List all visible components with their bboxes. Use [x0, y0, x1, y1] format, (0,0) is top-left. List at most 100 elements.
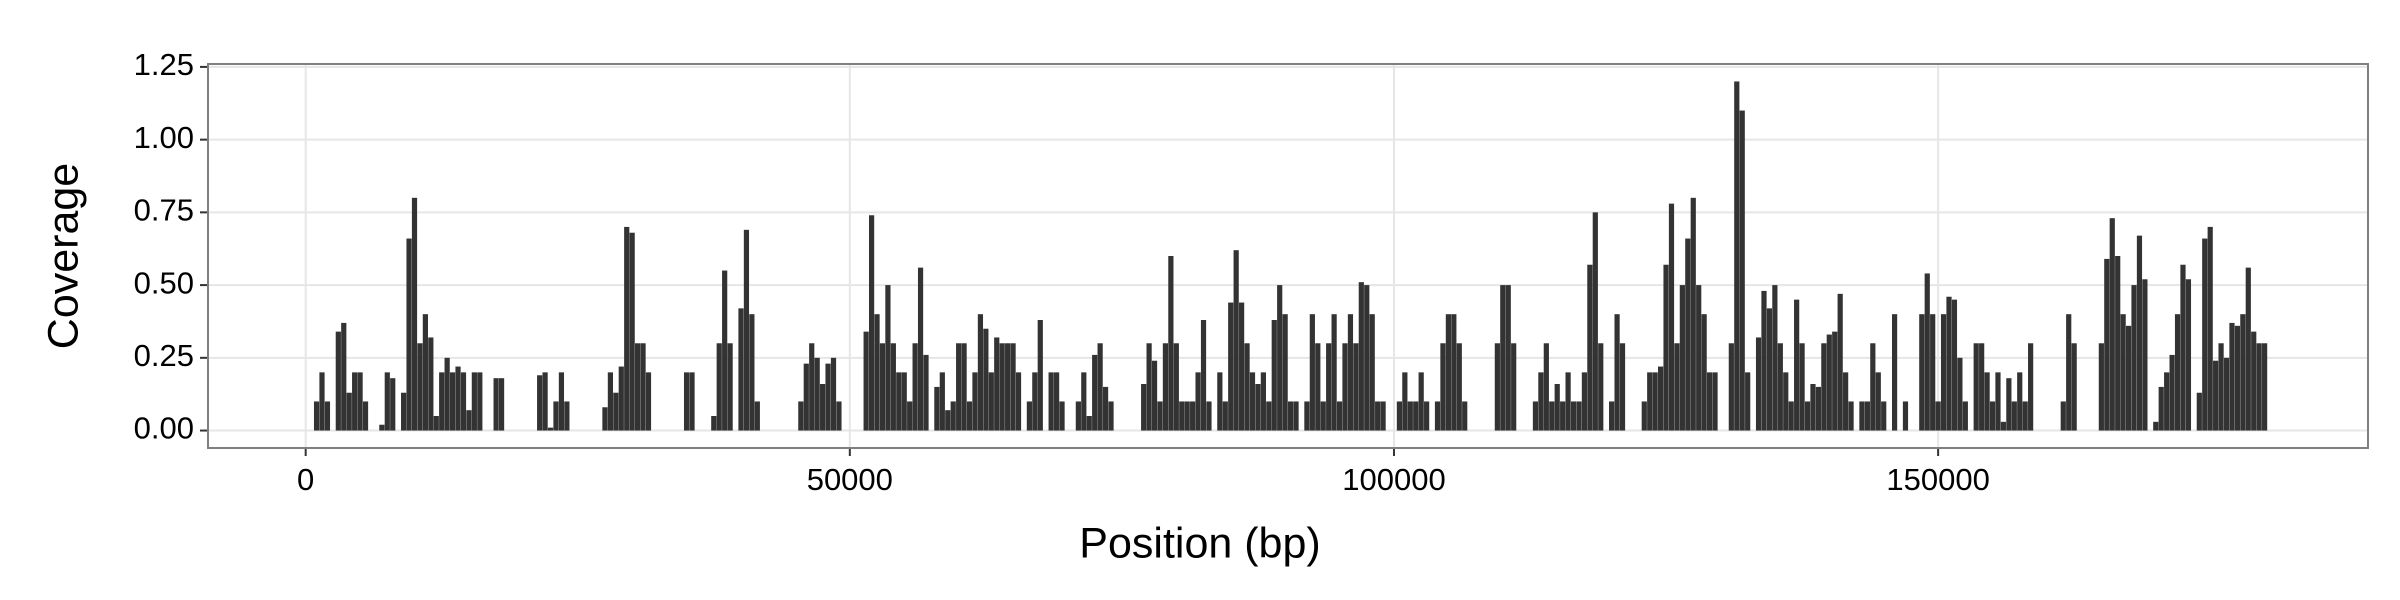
bar: [1179, 401, 1185, 431]
bar: [1940, 314, 1947, 431]
bar: [1843, 372, 1849, 431]
bar: [624, 226, 630, 431]
bar: [1413, 401, 1419, 431]
bar: [428, 337, 434, 431]
bar: [2028, 343, 2034, 431]
bar: [1815, 386, 1822, 431]
y-tick-label: 0.75: [134, 193, 194, 228]
bar: [498, 378, 505, 431]
bar: [1935, 401, 1941, 431]
bar: [1304, 401, 1310, 431]
bar: [1336, 401, 1343, 431]
bar: [1418, 372, 1424, 431]
bar: [1075, 401, 1081, 431]
x-tick-label: 150000: [1886, 462, 1989, 497]
plot-panel: [208, 64, 2368, 448]
bar: [1347, 314, 1354, 431]
bar: [2213, 360, 2219, 431]
bar: [683, 372, 690, 431]
bar: [477, 372, 483, 431]
bar: [1402, 372, 1408, 431]
bar: [727, 343, 733, 431]
y-tick-label: 0.25: [134, 338, 194, 373]
bar: [1195, 372, 1201, 431]
bar: [1652, 372, 1658, 431]
bar: [2125, 325, 2132, 431]
bar: [444, 357, 450, 431]
bar: [537, 375, 543, 431]
y-tick-label: 0.50: [134, 265, 194, 300]
bar: [1271, 320, 1277, 431]
x-tick-label: 100000: [1342, 462, 1445, 497]
bar: [335, 331, 341, 431]
bar: [803, 363, 809, 431]
bar: [868, 215, 875, 431]
bar: [1581, 372, 1588, 431]
bar: [1239, 302, 1245, 431]
bar: [2098, 343, 2104, 431]
bar: [1902, 401, 1909, 431]
bar: [1151, 360, 1158, 431]
bar: [1266, 401, 1272, 431]
bar: [613, 392, 619, 431]
bar: [1255, 384, 1261, 431]
bar: [2022, 401, 2028, 431]
bar: [1396, 401, 1403, 431]
bar: [439, 372, 445, 431]
bar: [449, 372, 456, 431]
bar: [966, 401, 973, 431]
bar: [564, 401, 570, 431]
bar: [988, 372, 994, 431]
bar: [1369, 314, 1375, 431]
bar: [2104, 258, 2110, 431]
bar: [874, 314, 880, 431]
bar: [1734, 81, 1740, 431]
bar: [602, 407, 608, 431]
bar: [809, 343, 815, 431]
bar: [1500, 285, 1506, 431]
bar: [1979, 343, 1985, 431]
bar: [2245, 267, 2251, 431]
y-tick-label: 1.00: [134, 120, 194, 155]
bar: [493, 378, 499, 431]
bar: [738, 308, 744, 431]
bar: [1772, 285, 1778, 431]
bar: [2011, 401, 2017, 431]
bar: [1146, 343, 1152, 431]
bar: [863, 331, 869, 431]
bar: [324, 401, 331, 431]
bar: [1293, 401, 1299, 431]
bar: [1549, 401, 1555, 431]
bar: [455, 366, 461, 431]
bar: [1962, 401, 1968, 431]
bar: [1973, 343, 1979, 431]
bar: [2164, 372, 2170, 431]
bar: [1494, 343, 1500, 431]
bar: [1086, 416, 1092, 431]
bar: [1157, 401, 1163, 431]
bar: [1832, 331, 1838, 431]
bar: [1663, 264, 1669, 431]
bar: [2120, 314, 2126, 431]
bar: [1739, 110, 1745, 431]
bar: [1576, 401, 1582, 431]
bar: [814, 357, 820, 431]
bar: [2218, 343, 2224, 431]
bar: [352, 372, 358, 431]
bar: [1538, 372, 1544, 431]
bar: [1984, 372, 1990, 431]
bar: [1859, 401, 1865, 431]
bar: [1766, 308, 1773, 431]
bar: [1783, 372, 1789, 431]
bar: [1462, 401, 1468, 431]
bar: [945, 410, 951, 431]
bar: [2169, 354, 2175, 431]
bar: [754, 401, 760, 431]
bar: [1995, 372, 2001, 431]
bar: [1821, 343, 1827, 431]
bar: [961, 343, 967, 431]
bar: [1924, 273, 1930, 431]
bar: [1679, 285, 1685, 431]
bar: [1777, 343, 1783, 431]
bar: [2115, 256, 2121, 431]
